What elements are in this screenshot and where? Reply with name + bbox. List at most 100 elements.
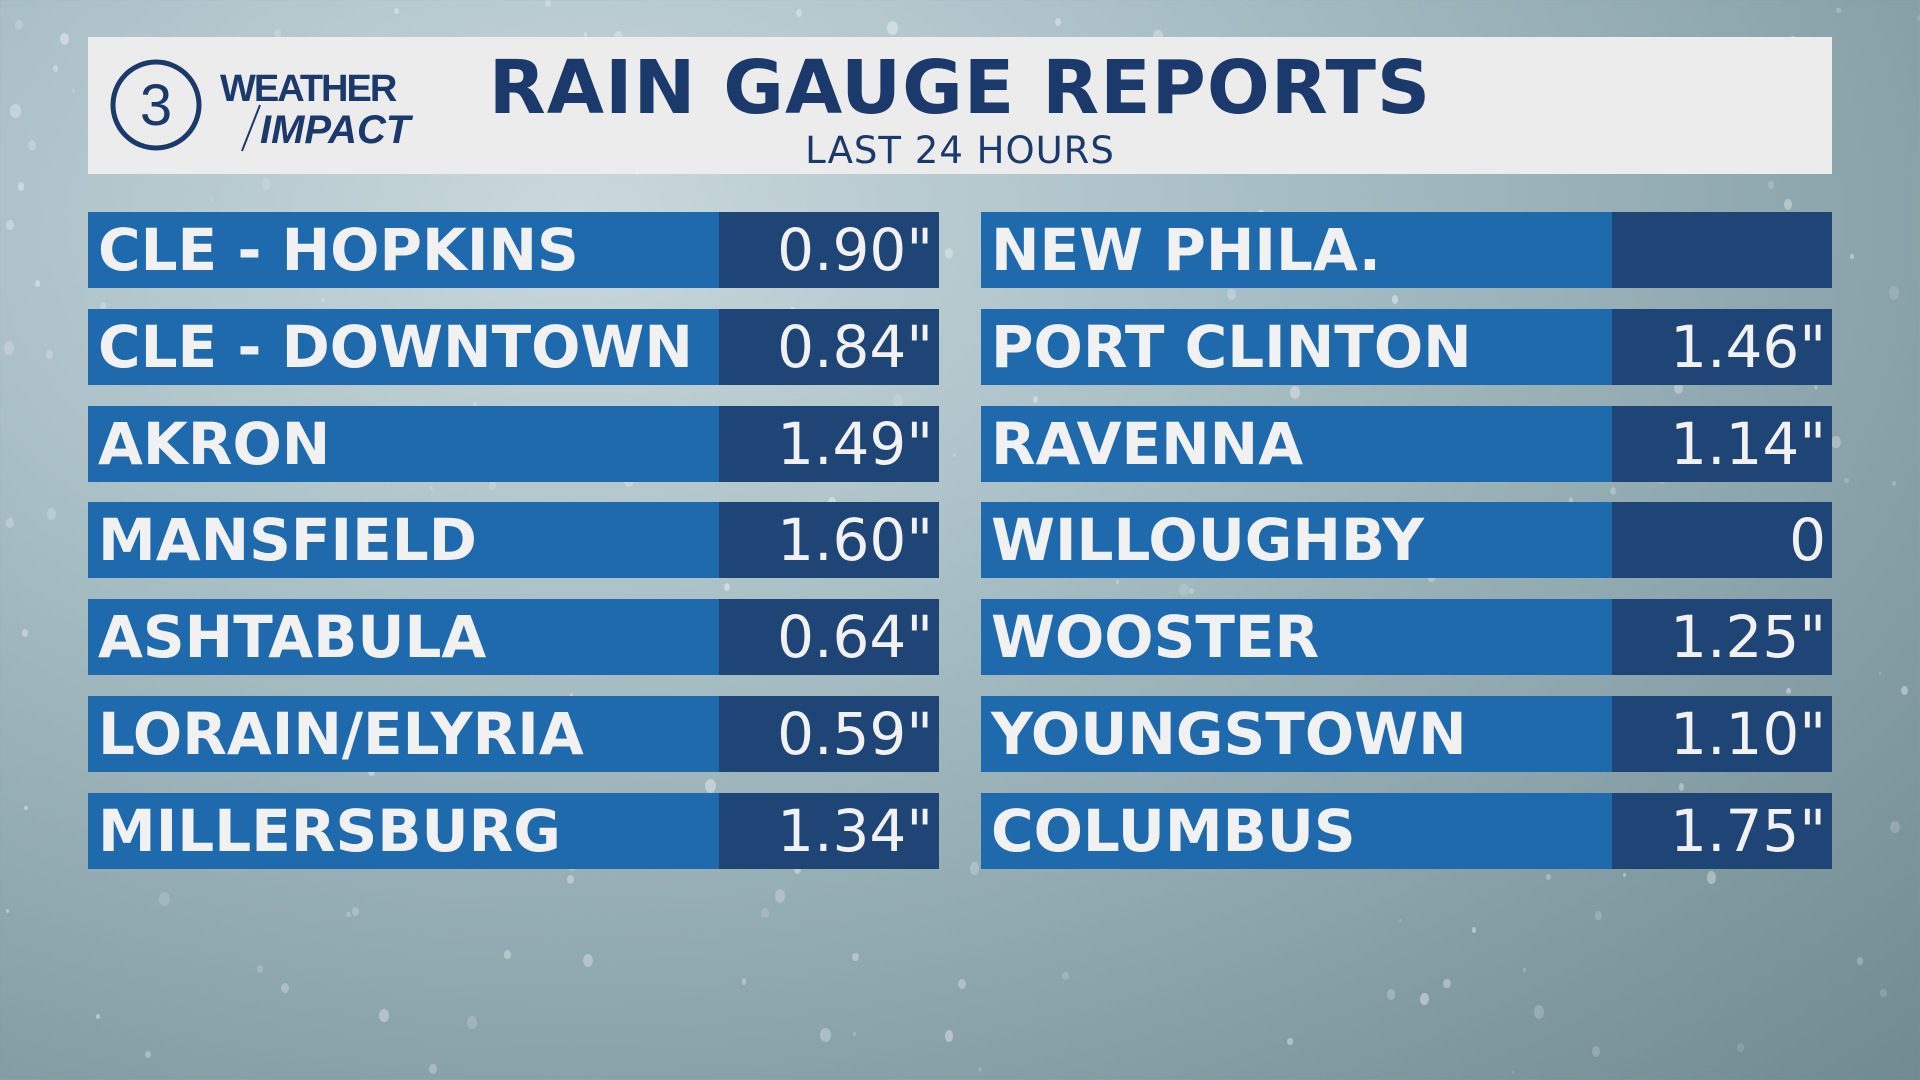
raindrop bbox=[429, 486, 434, 491]
raindrop bbox=[1784, 199, 1793, 210]
raindrop bbox=[969, 862, 980, 875]
raindrop bbox=[1392, 295, 1399, 304]
raindrop bbox=[1386, 989, 1396, 1000]
raindrop bbox=[1419, 993, 1430, 1006]
location-name: LORAIN/ELYRIA bbox=[88, 696, 719, 772]
raindrop bbox=[467, 1016, 477, 1029]
raindrop bbox=[705, 778, 716, 794]
raindrop bbox=[1880, 988, 1887, 998]
raindrop bbox=[1856, 956, 1863, 965]
location-name: ASHTABULA bbox=[88, 599, 719, 676]
raindrop bbox=[1511, 1070, 1515, 1074]
location-name: MILLERSBURG bbox=[88, 792, 719, 869]
raindrop bbox=[1546, 874, 1551, 881]
raindrop bbox=[1055, 18, 1061, 26]
raindrop bbox=[1890, 821, 1900, 834]
raindrop bbox=[59, 32, 70, 46]
raindrop bbox=[1814, 385, 1819, 391]
rain-amount bbox=[1612, 212, 1832, 288]
rain-amount: 0.90" bbox=[719, 212, 939, 288]
raindrop bbox=[583, 31, 588, 37]
raindrop bbox=[944, 1030, 954, 1042]
raindrop bbox=[273, 28, 282, 39]
raindrop bbox=[1153, 30, 1163, 43]
raindrop bbox=[488, 480, 497, 491]
raindrop bbox=[22, 629, 28, 637]
location-name: CLE - HOPKINS bbox=[88, 212, 719, 288]
raindrop bbox=[1849, 254, 1854, 259]
raindrop bbox=[159, 891, 171, 906]
raindrop bbox=[1878, 672, 1881, 676]
raindrop bbox=[852, 953, 859, 962]
raindrop bbox=[953, 452, 957, 457]
raindrop bbox=[944, 248, 954, 260]
raindrop bbox=[321, 297, 325, 302]
rain-amount: 1.46" bbox=[1612, 308, 1832, 385]
location-name: CLE - DOWNTOWN bbox=[88, 308, 719, 385]
raindrop bbox=[9, 103, 21, 118]
gauge-row: AKRON 1.49" bbox=[88, 405, 939, 482]
raindrop bbox=[1522, 967, 1527, 973]
gauge-row: ASHTABULA 0.64" bbox=[88, 599, 939, 676]
location-name: AKRON bbox=[88, 405, 719, 482]
raindrop bbox=[46, 349, 54, 359]
svg-text:WEATHER: WEATHER bbox=[220, 68, 397, 110]
location-name: WILLOUGHBY bbox=[981, 502, 1612, 579]
raindrop bbox=[35, 279, 41, 287]
raindrop bbox=[796, 9, 803, 18]
gauge-row: COLUMBUS 1.75" bbox=[981, 792, 1832, 869]
page-subtitle: LAST 24 HOURS bbox=[805, 129, 1115, 172]
raindrop bbox=[17, 182, 25, 191]
gauge-row: CLE - DOWNTOWN 0.84" bbox=[88, 308, 939, 385]
location-name: COLUMBUS bbox=[981, 792, 1612, 869]
location-name: PORT CLINTON bbox=[981, 308, 1612, 385]
raindrop bbox=[724, 583, 731, 591]
raindrop bbox=[144, 1050, 151, 1059]
gauge-row: MILLERSBURG 1.34" bbox=[88, 792, 939, 869]
raindrop bbox=[71, 88, 76, 93]
raindrop bbox=[1062, 972, 1069, 981]
rain-amount: 0.64" bbox=[719, 599, 939, 676]
raindrop bbox=[1674, 383, 1683, 395]
gauge-row: WILLOUGHBY 0 bbox=[981, 502, 1832, 579]
raindrop bbox=[570, 693, 574, 698]
raindrop bbox=[794, 865, 801, 875]
raindrop bbox=[1568, 496, 1574, 504]
gauge-row: YOUNGSTOWN 1.10" bbox=[981, 696, 1832, 772]
raindrop bbox=[1706, 871, 1717, 884]
raindrop bbox=[504, 950, 511, 960]
raindrop bbox=[3, 341, 15, 355]
rain-amount: 1.60" bbox=[719, 502, 939, 579]
raindrop bbox=[1767, 181, 1774, 189]
raindrop bbox=[828, 497, 836, 508]
raindrop bbox=[567, 874, 575, 884]
rain-amount: 1.25" bbox=[1612, 599, 1832, 676]
raindrop bbox=[582, 953, 594, 968]
raindrop bbox=[47, 507, 57, 520]
raindrop bbox=[820, 1028, 831, 1043]
gauge-row: LORAIN/ELYRIA 0.59" bbox=[88, 696, 939, 772]
raindrop bbox=[1116, 580, 1120, 585]
raindrop bbox=[1592, 1045, 1601, 1057]
raindrop bbox=[52, 65, 58, 72]
raindrop bbox=[1892, 481, 1896, 486]
rain-amount: 1.10" bbox=[1612, 696, 1832, 772]
raindrop bbox=[1032, 395, 1039, 403]
raindrop bbox=[1831, 435, 1842, 449]
raindrop bbox=[351, 906, 359, 917]
gauge-row: CLE - HOPKINS 0.90" bbox=[88, 212, 939, 288]
raindrop bbox=[1227, 289, 1236, 301]
raindrop bbox=[5, 908, 10, 914]
svg-text:3: 3 bbox=[140, 73, 172, 138]
raindrop bbox=[1189, 588, 1194, 595]
raindrop bbox=[1786, 688, 1791, 694]
raindrop bbox=[774, 889, 786, 903]
raindrop bbox=[262, 177, 272, 190]
raindrop bbox=[1179, 583, 1189, 596]
raindrop bbox=[428, 1063, 437, 1074]
raindrop bbox=[346, 911, 351, 918]
gauge-row: RAVENNA 1.14" bbox=[981, 405, 1832, 482]
svg-text:IMPACT: IMPACT bbox=[260, 108, 414, 152]
raindrop bbox=[886, 21, 898, 36]
rain-amount: 1.75" bbox=[1612, 792, 1832, 869]
